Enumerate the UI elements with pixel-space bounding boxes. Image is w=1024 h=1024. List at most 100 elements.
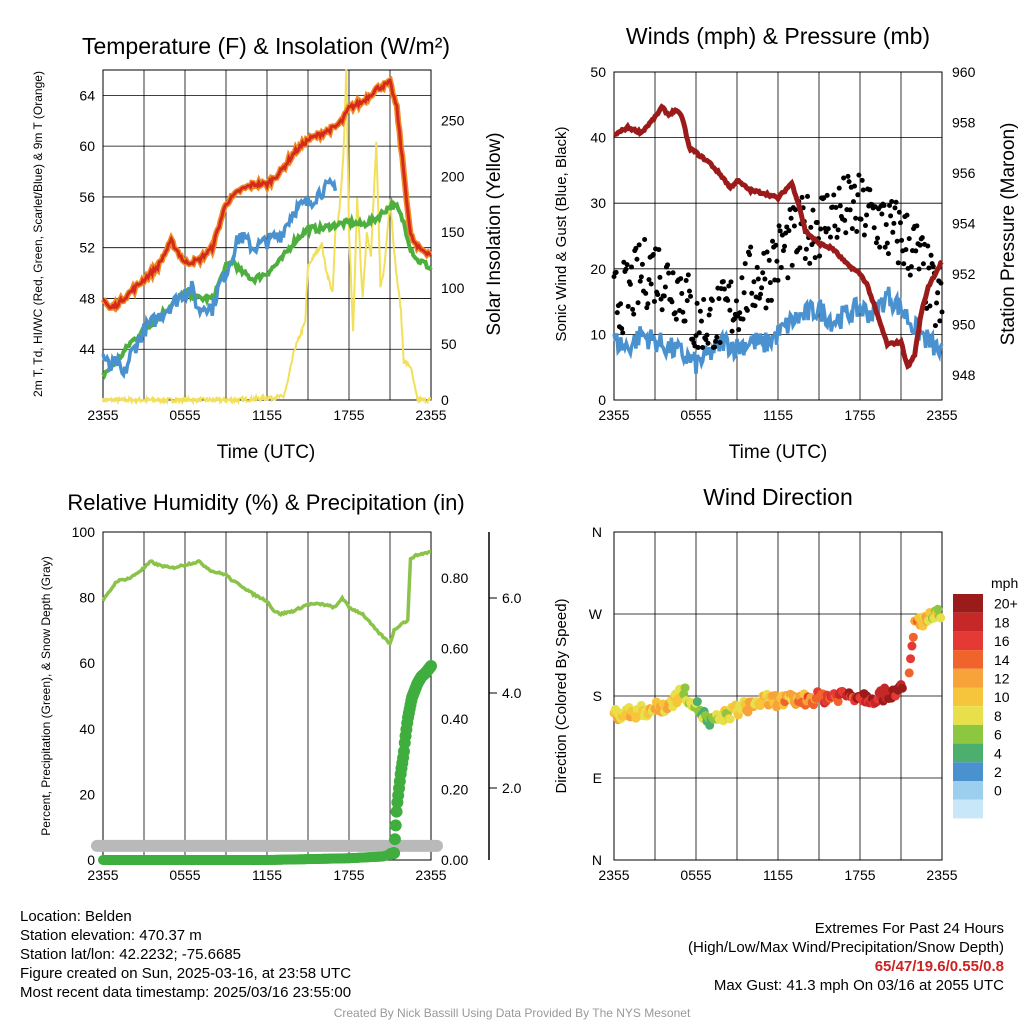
direction-point [906, 654, 916, 664]
temperature-y-label: 2m T, Td, HI/WC (Red, Green, Scarlet/Blu… [31, 71, 45, 397]
gust-point [919, 235, 925, 241]
gust-point [784, 224, 790, 230]
legend-label: 2 [994, 764, 1002, 780]
snow-y-tick: 4.0 [502, 685, 522, 701]
insolation-y-tick: 0 [441, 392, 449, 408]
gust-point [747, 252, 753, 258]
gust-point [890, 229, 896, 235]
winds-panel: Winds (mph) & Pressure (mb) 2355 0555 1155… [553, 23, 1019, 463]
direction-y-tick: E [593, 770, 602, 786]
humidity-x-tick: 1155 [252, 867, 282, 883]
gust-point [700, 345, 706, 351]
gust-point [874, 235, 880, 241]
speed-legend: mph 20+ 18 16 14 12 10 8 6 4 2 0 [953, 575, 1018, 819]
humidity-panel: Relative Humidity (%) & Precipitation (i… [39, 490, 522, 883]
gust-point [786, 228, 792, 234]
gust-point [701, 296, 707, 302]
temperature-panel-title: Temperature (F) & Insolation (W/m²) [82, 33, 450, 59]
pressure-y-label: Station Pressure (Maroon) [998, 123, 1019, 346]
legend-swatch [953, 650, 983, 669]
gust-point [685, 272, 691, 278]
precip-y-tick: 0.60 [441, 640, 468, 656]
winds-x-tick: 2355 [926, 407, 957, 423]
extremes-info: Extremes For Past 24 Hours (High/Low/Max… [688, 919, 1004, 995]
gust-point [805, 193, 811, 199]
gust-point [756, 295, 762, 301]
gust-point [847, 207, 853, 213]
gust-point [698, 318, 704, 324]
gust-point [742, 261, 748, 267]
humidity-x-tick: 2355 [415, 867, 446, 883]
gust-point [662, 284, 668, 290]
gust-point [932, 323, 938, 329]
max-gust-text: Max Gust: 41.3 mph On 03/16 at 2055 UTC [713, 977, 1004, 994]
gust-point [720, 279, 726, 285]
legend-swatch [953, 706, 983, 725]
gust-point [635, 300, 641, 306]
gust-point [762, 276, 768, 282]
gust-point [633, 245, 639, 251]
precip-point [425, 660, 437, 673]
gust-point [928, 252, 934, 258]
gust-point [907, 272, 913, 278]
direction-x-tick: 0555 [680, 867, 711, 883]
station-info: Location: Belden Station elevation: 470.… [20, 907, 351, 1002]
insolation-y-tick: 200 [441, 168, 465, 184]
gust-point [887, 202, 893, 208]
gust-point [686, 288, 692, 294]
gust-point [733, 298, 739, 304]
direction-point [897, 683, 907, 693]
gust-point [920, 261, 926, 267]
legend-label: 10 [994, 689, 1010, 705]
gust-point [726, 283, 732, 289]
direction-x-tick: 1155 [763, 867, 793, 883]
wind-y-tick: 0 [598, 392, 606, 408]
gust-point [832, 223, 838, 229]
legend-label: 16 [994, 633, 1010, 649]
gust-point [837, 203, 843, 209]
winds-x-tick: 1155 [763, 407, 793, 423]
gust-point [666, 270, 672, 276]
gust-point [862, 223, 868, 229]
temperature-y-tick: 64 [79, 87, 95, 103]
pressure-line [613, 103, 944, 371]
legend-label: 8 [994, 708, 1002, 724]
extremes-values: 65/47/19.6/0.55/0.8 [874, 958, 1004, 975]
gust-point [892, 205, 898, 211]
legend-swatch [953, 781, 983, 800]
legend-label: 12 [994, 671, 1010, 687]
gust-point [891, 220, 897, 226]
gust-point [697, 308, 703, 314]
gust-point [888, 213, 894, 219]
temperature-x-tick: 2355 [87, 407, 118, 423]
gust-point [808, 224, 814, 230]
winds-x-tick: 0555 [680, 407, 711, 423]
gust-point [906, 236, 912, 242]
humidity-y-label: Percent, Precipitation (Green), & Snow D… [39, 556, 53, 835]
humidity-x-tick: 2355 [87, 867, 118, 883]
gust-point [766, 257, 772, 263]
gust-point [859, 177, 865, 183]
pressure-y-tick: 956 [952, 165, 976, 181]
gust-point [703, 336, 709, 342]
gust-point [855, 192, 861, 198]
pressure-y-tick: 958 [952, 114, 976, 130]
gust-point [935, 290, 941, 296]
gust-point [889, 199, 895, 205]
legend-swatch [953, 743, 983, 763]
gust-point [860, 187, 866, 193]
gust-point [631, 311, 637, 317]
gust-point [752, 303, 758, 309]
temperature-y-tick: 52 [79, 240, 95, 256]
legend-swatch [953, 612, 983, 632]
pressure-y-tick: 950 [952, 316, 976, 332]
gust-point [683, 277, 689, 283]
humidity-y-tick: 100 [72, 524, 96, 540]
gust-point [814, 219, 820, 225]
gust-point [682, 318, 688, 324]
gust-point [727, 307, 733, 313]
winds-y-label: Sonic Wind & Gust (Blue, Black) [553, 126, 570, 341]
gust-point [763, 305, 769, 311]
gust-point [831, 192, 837, 198]
gust-point [661, 293, 667, 299]
